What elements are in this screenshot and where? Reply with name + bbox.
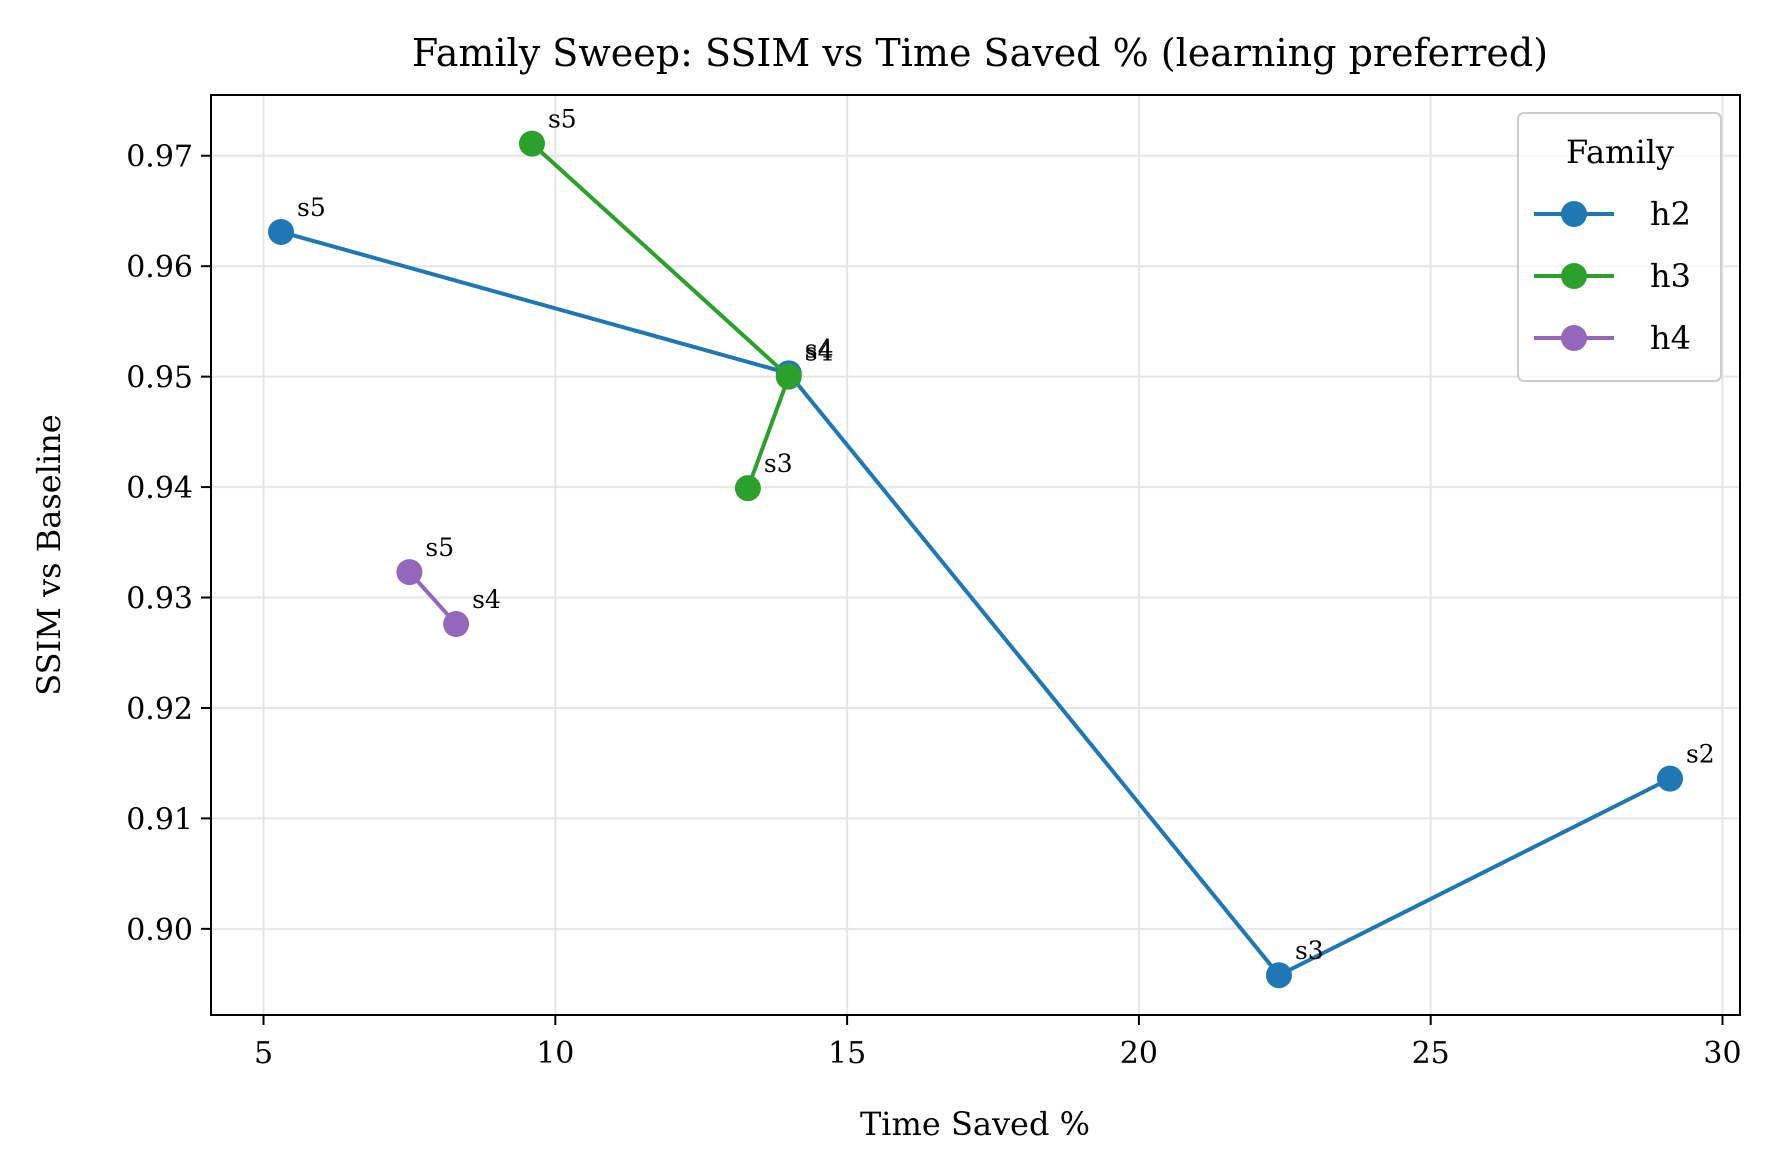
legend-entry-h3: h3 <box>1534 257 1691 295</box>
series-h4: s5 s4 <box>396 533 501 638</box>
chart-title: Family Sweep: SSIM vs Time Saved % (lear… <box>412 31 1548 75</box>
series-layer: s5 s4 s3 s2 s5 s4 s3 s5 s4 <box>268 105 1715 989</box>
y-tick-label: 0.97 <box>126 140 193 175</box>
x-tick-label: 5 <box>254 1036 273 1071</box>
legend-box <box>1517 112 1722 382</box>
y-tick-label: 0.90 <box>126 913 193 948</box>
x-axis-label: Time Saved % <box>860 1105 1090 1143</box>
legend-label: h2 <box>1650 195 1691 233</box>
y-tick-label: 0.92 <box>126 692 193 727</box>
legend-entry-h4: h4 <box>1534 319 1691 357</box>
legend-entry-h2: h2 <box>1534 195 1691 233</box>
data-point-h4 <box>443 611 470 638</box>
legend-title: Family <box>1566 133 1674 171</box>
data-point-h3 <box>775 363 802 390</box>
point-label: s5 <box>425 533 454 562</box>
y-tick-label: 0.94 <box>126 471 193 506</box>
data-point-h2 <box>1265 962 1292 989</box>
data-point-h2 <box>1656 765 1683 792</box>
legend-label: h4 <box>1650 319 1691 357</box>
x-tick-label: 20 <box>1120 1036 1158 1071</box>
y-tick-label: 0.91 <box>126 802 193 837</box>
point-label: s4 <box>805 334 834 363</box>
x-tick-label: 10 <box>536 1036 574 1071</box>
data-point-h3 <box>518 130 545 157</box>
point-label: s5 <box>297 193 326 222</box>
x-tick-label: 25 <box>1412 1036 1450 1071</box>
plot-area-frame <box>210 94 1741 1016</box>
legend: Family h2 h3 h4 <box>1517 112 1722 382</box>
grid <box>211 95 1740 1015</box>
y-tick-label: 0.95 <box>126 361 193 396</box>
point-label: s4 <box>472 585 501 614</box>
legend-label: h3 <box>1650 257 1691 295</box>
y-axis-label: SSIM vs Baseline <box>30 414 68 696</box>
series-h2: s5 s4 s3 s2 <box>268 193 1715 989</box>
point-label: s5 <box>548 105 577 134</box>
series-line-h2 <box>280 230 1671 978</box>
data-point-h3 <box>734 475 761 502</box>
legend-marker <box>1561 263 1587 289</box>
y-tick-label: 0.93 <box>126 582 193 617</box>
legend-marker <box>1561 201 1587 227</box>
legend-marker <box>1561 325 1587 351</box>
data-point-h4 <box>396 559 423 586</box>
x-tick-label: 15 <box>828 1036 866 1071</box>
axis-ticks: 5 10 15 20 25 30 0.90 0.91 0.92 0.93 0.94 0.95 0.96 0… <box>126 140 1741 1071</box>
series-h3: s5 s4 s3 <box>518 105 834 502</box>
legend-entries: h2 h3 h4 <box>1534 195 1691 357</box>
point-label: s2 <box>1686 740 1715 769</box>
point-label: s4 <box>805 338 834 367</box>
y-tick-label: 0.96 <box>126 250 193 285</box>
x-tick-label: 30 <box>1703 1036 1741 1071</box>
data-point-h2 <box>268 218 295 245</box>
point-label: s3 <box>1295 936 1324 965</box>
point-label: s3 <box>764 449 793 478</box>
